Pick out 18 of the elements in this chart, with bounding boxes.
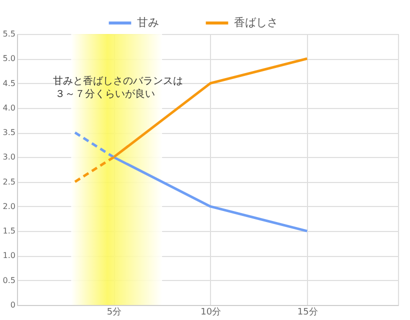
x-tick-label: 5分 <box>106 306 122 318</box>
legend-label: 香ばしさ <box>234 16 278 29</box>
y-tick-label: 1.5 <box>2 226 16 236</box>
y-tick-label: 2.5 <box>2 177 16 186</box>
y-tick-label: 4.0 <box>2 103 16 112</box>
legend-label: 甘み <box>137 16 159 29</box>
y-tick-label: 5.5 <box>2 30 16 38</box>
annotation: 甘みと香ばしさのバランスは３～７分くらいが良い <box>53 75 183 100</box>
y-tick-label: 2.0 <box>2 202 16 211</box>
y-tick-label: 4.5 <box>2 78 16 88</box>
x-tick-label: 10分 <box>200 306 222 318</box>
y-tick-label: 1.0 <box>2 251 16 260</box>
y-tick-label: 3.5 <box>2 128 16 138</box>
y-tick-label: 0 <box>10 300 16 310</box>
y-tick-label: 3.0 <box>2 152 16 162</box>
y-tick-label: 0.5 <box>2 276 16 285</box>
x-tick-label: 15分 <box>297 306 318 318</box>
y-tick-label: 5.0 <box>2 54 16 64</box>
